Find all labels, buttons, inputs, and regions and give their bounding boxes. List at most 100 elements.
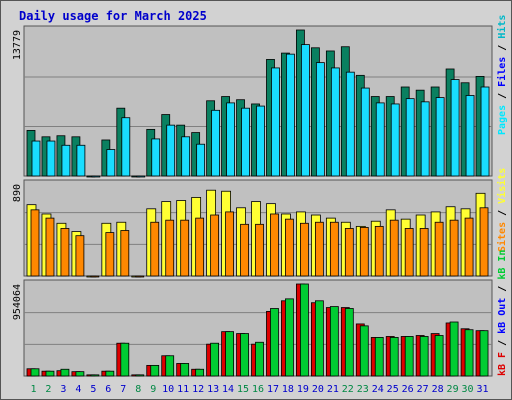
bar-pages [166,124,176,177]
bar-kb-in [135,374,145,377]
x-tick-label: 24 [372,384,384,395]
bar-kb-in [255,341,264,377]
bar-pages [76,144,86,177]
x-tick-label: 23 [357,384,369,395]
bar-sites [404,228,414,277]
bar-pages [181,136,191,177]
bar-sites [359,227,369,277]
bar-pages [121,117,131,177]
bar-sites [449,219,459,277]
x-tick-label: 28 [432,384,444,395]
x-tick-label: 1 [30,384,36,395]
bar-sites [210,214,220,277]
bar-sites [270,213,279,277]
bar-pages [256,105,265,177]
bar-kb-in [464,329,474,377]
bar-pages [91,175,101,178]
bar-pages [301,44,310,177]
bar-kb-in [374,337,384,377]
x-tick-label: 25 [387,384,399,395]
bar-kb-in [285,298,294,377]
bar-kb-in [449,321,459,377]
bar-kb-in [150,364,160,377]
bar-kb-in [60,368,70,377]
bar-pages [271,67,280,177]
legend-mid-item: Sites [496,222,508,252]
x-tick-label: 27 [417,384,429,395]
x-tick-label: 17 [267,384,279,395]
bar-pages [31,140,41,177]
legend-bot-separator: / [497,280,508,298]
legend-mid: Sites / Visits [496,168,508,252]
bar-kb-in [419,336,429,377]
bar-pages [211,109,221,177]
bar-sites [45,217,55,277]
bar-sites [165,219,175,277]
bar-sites [30,209,40,277]
bar-kb-in [165,355,175,377]
bar-sites [464,217,474,277]
bar-pages [435,97,445,177]
x-tick-label: 20 [312,384,324,395]
legend-bot-item: kB F [497,352,508,376]
bar-pages [196,143,206,177]
x-tick-label: 4 [75,384,81,395]
bar-sites [389,219,399,277]
x-tick-label: 5 [90,384,96,395]
legend-top: Pages / Files / Hits [496,15,508,135]
bar-kb-in [240,333,249,377]
bar-kb-in [195,368,205,377]
bar-pages [315,62,325,177]
legend-bot-separator: / [497,334,508,352]
bar-sites [419,228,429,277]
x-tick-label: 29 [447,384,459,395]
legend-top-item: Files [496,57,508,87]
legend-top-separator: / [497,87,508,105]
bar-pages [360,87,370,177]
x-tick-label: 14 [222,384,234,395]
bar-pages [450,79,460,177]
bar-kb-in [120,342,130,377]
bar-pages [465,95,475,177]
bar-pages [390,103,400,177]
bar-kb-in [329,306,339,377]
y-max-label: 890 [12,184,23,202]
bar-sites [255,223,264,277]
bar-sites [300,222,309,277]
bar-pages [151,138,161,177]
x-tick-label: 15 [237,384,249,395]
bar-kb-in [300,283,309,377]
x-tick-label: 11 [177,384,189,395]
legend-mid-separator: / [497,204,508,222]
x-tick-label: 31 [476,384,488,395]
bar-sites [240,223,249,277]
bar-pages [136,175,146,178]
bar-sites [374,225,384,277]
bar-kb-in [404,336,414,377]
y-max-label: 13779 [12,30,23,60]
x-tick-label: 6 [105,384,111,395]
x-tick-label: 22 [342,384,354,395]
bar-kb-in [180,363,190,377]
bar-pages [420,101,430,177]
x-tick-label: 19 [297,384,309,395]
bar-sites [479,207,489,277]
bar-sites [344,228,354,277]
bar-sites [135,275,145,278]
x-tick-label: 18 [282,384,294,395]
x-tick-label: 2 [45,384,51,395]
legend-top-separator: / [497,39,508,57]
legend-top-item: Pages [497,105,508,135]
x-tick-label: 26 [402,384,414,395]
bar-kb-in [30,368,40,377]
bar-sites [150,221,160,277]
x-tick-label: 10 [162,384,174,395]
bar-sites [434,221,444,277]
x-tick-label: 21 [327,384,339,395]
bar-kb-in [105,370,115,377]
bar-sites [329,221,339,277]
legend-mid-item: Visits [496,168,508,204]
legend-bot-item: kB Out [497,298,508,334]
x-tick-label: 12 [192,384,204,395]
